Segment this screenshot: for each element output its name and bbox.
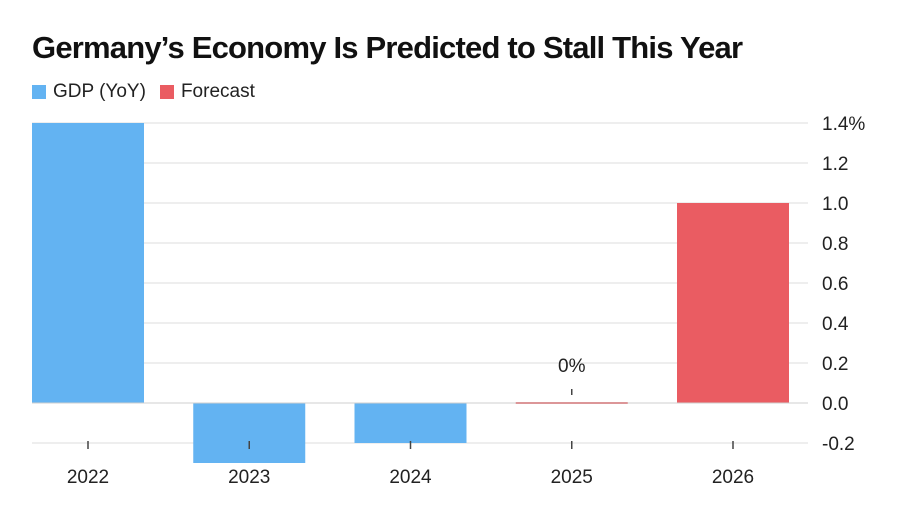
legend-item-forecast: Forecast: [159, 81, 255, 103]
legend-swatch-gdp: [32, 85, 46, 99]
legend-item-gdp: GDP (YoY): [32, 81, 146, 103]
y-tick-label: -0.2: [822, 434, 855, 455]
chart-title: Germany’s Economy Is Predicted to Stall …: [32, 30, 743, 65]
y-tick-label: 0.4: [822, 314, 849, 335]
y-tick-label: 1.4%: [822, 114, 865, 135]
y-tick-label: 1.2: [822, 154, 848, 175]
chart-legend: GDP (YoY) Forecast: [32, 80, 269, 104]
legend-label-gdp: GDP (YoY): [53, 81, 146, 102]
y-tick-label: 0.6: [822, 274, 848, 295]
y-tick-label: 1.0: [822, 194, 848, 215]
y-tick-label: 0.8: [822, 234, 848, 255]
x-tick-label: 2023: [228, 467, 270, 488]
x-tick-label: 2022: [67, 467, 109, 488]
x-tick-label: 2024: [389, 467, 432, 488]
bar-2026: [677, 203, 789, 403]
bar-2024: [354, 403, 467, 443]
x-tick-label: 2025: [551, 467, 593, 488]
x-tick-label: 2026: [712, 467, 754, 488]
y-axis-ticks: 1.4% 1.2 1.0 0.8 0.6 0.4 0.2 0.0 -0.2: [822, 114, 865, 455]
bars: [32, 123, 789, 463]
y-tick-label: 0.2: [822, 354, 848, 375]
data-label-annotation: 0%: [558, 356, 586, 377]
x-axis: 2022 2023 2024 2025 2026: [67, 441, 754, 488]
legend-swatch-forecast: [159, 85, 174, 99]
bar-2022: [32, 123, 144, 403]
y-tick-label: 0.0: [822, 394, 848, 415]
legend-label-forecast: Forecast: [180, 81, 255, 102]
bar-2023: [193, 403, 306, 463]
